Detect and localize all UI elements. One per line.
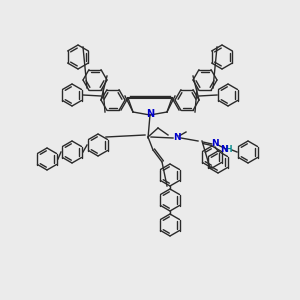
Text: H: H xyxy=(226,145,232,154)
Text: N: N xyxy=(173,134,181,142)
Text: N: N xyxy=(146,109,154,119)
Text: N: N xyxy=(211,140,219,148)
Text: N: N xyxy=(220,146,228,154)
